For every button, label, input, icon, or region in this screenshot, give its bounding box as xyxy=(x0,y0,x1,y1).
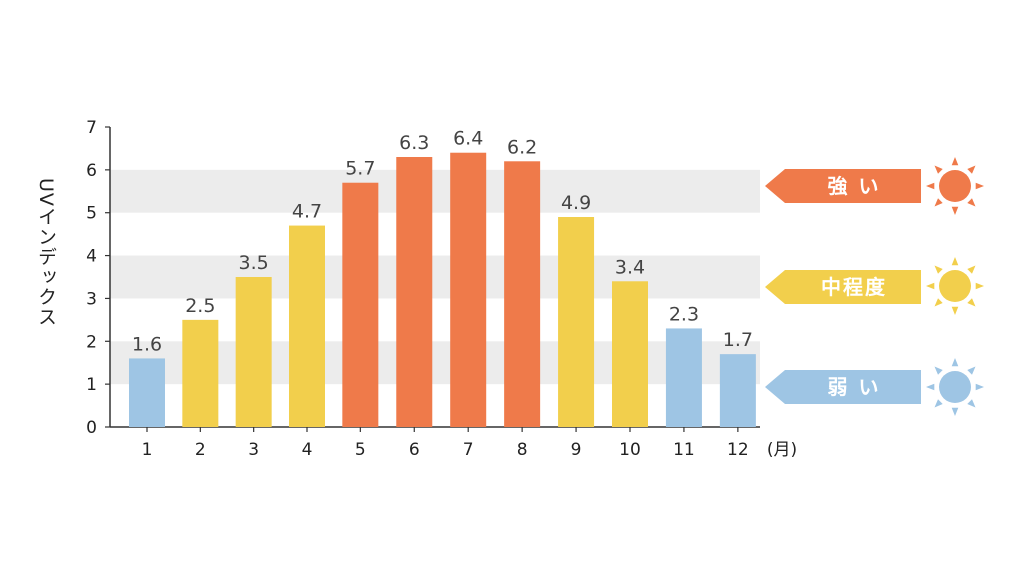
sun-disc xyxy=(939,371,971,403)
data-label: 6.3 xyxy=(399,132,429,154)
data-label: 4.7 xyxy=(292,201,322,223)
arrow-left-icon xyxy=(765,169,921,203)
sun-ray xyxy=(967,198,976,207)
data-label: 2.5 xyxy=(185,295,215,317)
data-label: 2.3 xyxy=(669,303,699,325)
y-axis-label: UVインデックス xyxy=(35,178,57,327)
bar xyxy=(504,161,541,428)
sun-ray xyxy=(951,358,959,367)
y-tick-label: 2 xyxy=(86,332,97,352)
data-label: 1.7 xyxy=(723,329,753,351)
x-tick-label: 4 xyxy=(302,440,313,460)
x-tick-label: 7 xyxy=(463,440,474,460)
bar xyxy=(396,157,433,427)
bar xyxy=(558,217,595,427)
x-axis-unit: (月) xyxy=(767,440,797,460)
arrow-left-icon xyxy=(765,270,921,304)
sun-ray xyxy=(926,282,935,290)
bar xyxy=(450,152,487,427)
bar xyxy=(612,281,648,427)
sun-ray xyxy=(934,399,943,408)
data-label: 6.4 xyxy=(453,128,483,150)
sun-ray xyxy=(934,298,943,307)
sun-ray xyxy=(934,265,943,274)
data-label: 6.2 xyxy=(507,136,537,158)
x-tick-label: 2 xyxy=(195,440,206,460)
sun-ray xyxy=(934,198,943,207)
bar xyxy=(719,354,756,427)
y-tick-label: 4 xyxy=(86,247,97,267)
bar xyxy=(342,182,379,427)
data-label: 5.7 xyxy=(345,158,375,180)
sun-ray xyxy=(951,407,959,416)
bar xyxy=(182,319,219,427)
y-tick-label: 7 xyxy=(86,118,97,138)
x-tick-label: 12 xyxy=(727,440,749,460)
legend-moderate-label: 中程度 xyxy=(821,275,887,299)
sun-ray xyxy=(967,265,976,274)
legend-strong-badge: 強 い xyxy=(765,169,921,203)
sun-ray xyxy=(951,206,959,215)
sun-ray xyxy=(975,282,984,290)
x-tick-label: 5 xyxy=(355,440,366,460)
x-tick-label: 9 xyxy=(571,440,582,460)
data-label: 4.9 xyxy=(561,192,591,214)
sun-ray xyxy=(926,182,935,190)
sun-ray xyxy=(951,157,959,166)
grid-band xyxy=(110,255,760,299)
sun-ray xyxy=(926,383,935,391)
sun-ray xyxy=(967,366,976,375)
sun-ray xyxy=(975,383,984,391)
y-tick-label: 0 xyxy=(86,418,97,438)
sun-strong-icon xyxy=(926,157,984,215)
y-tick-label: 1 xyxy=(86,375,97,395)
x-tick-label: 11 xyxy=(673,440,695,460)
sun-ray xyxy=(934,165,943,174)
x-tick-label: 3 xyxy=(248,440,259,460)
bar xyxy=(235,277,272,427)
bar xyxy=(289,225,325,427)
y-tick-label: 6 xyxy=(86,161,97,181)
y-tick-label: 3 xyxy=(86,289,97,309)
y-tick-label: 5 xyxy=(86,204,97,224)
sun-ray xyxy=(975,182,984,190)
data-label: 1.6 xyxy=(132,333,162,355)
sun-ray xyxy=(967,165,976,174)
sun-weak-icon xyxy=(926,358,984,416)
sun-disc xyxy=(939,170,971,202)
legend-strong-label: 強 い xyxy=(827,174,881,198)
x-tick-label: 6 xyxy=(409,440,420,460)
bar xyxy=(129,358,165,427)
sun-disc xyxy=(939,270,971,302)
x-tick-label: 1 xyxy=(142,440,153,460)
data-label: 3.4 xyxy=(615,256,645,278)
data-label: 3.5 xyxy=(239,252,269,274)
sun-ray xyxy=(967,298,976,307)
x-tick-label: 10 xyxy=(619,440,641,460)
bar xyxy=(665,328,702,427)
legend-weak-label: 弱 い xyxy=(827,375,881,399)
sun-moderate-icon xyxy=(926,257,984,315)
sun-ray xyxy=(951,257,959,266)
legend-weak-badge: 弱 い xyxy=(765,370,921,404)
sun-ray xyxy=(951,306,959,315)
sun-ray xyxy=(967,399,976,408)
arrow-left-icon xyxy=(765,370,921,404)
x-tick-label: 8 xyxy=(517,440,528,460)
legend-moderate-badge: 中程度 xyxy=(765,270,921,304)
sun-ray xyxy=(934,366,943,375)
grid-band xyxy=(110,169,760,213)
